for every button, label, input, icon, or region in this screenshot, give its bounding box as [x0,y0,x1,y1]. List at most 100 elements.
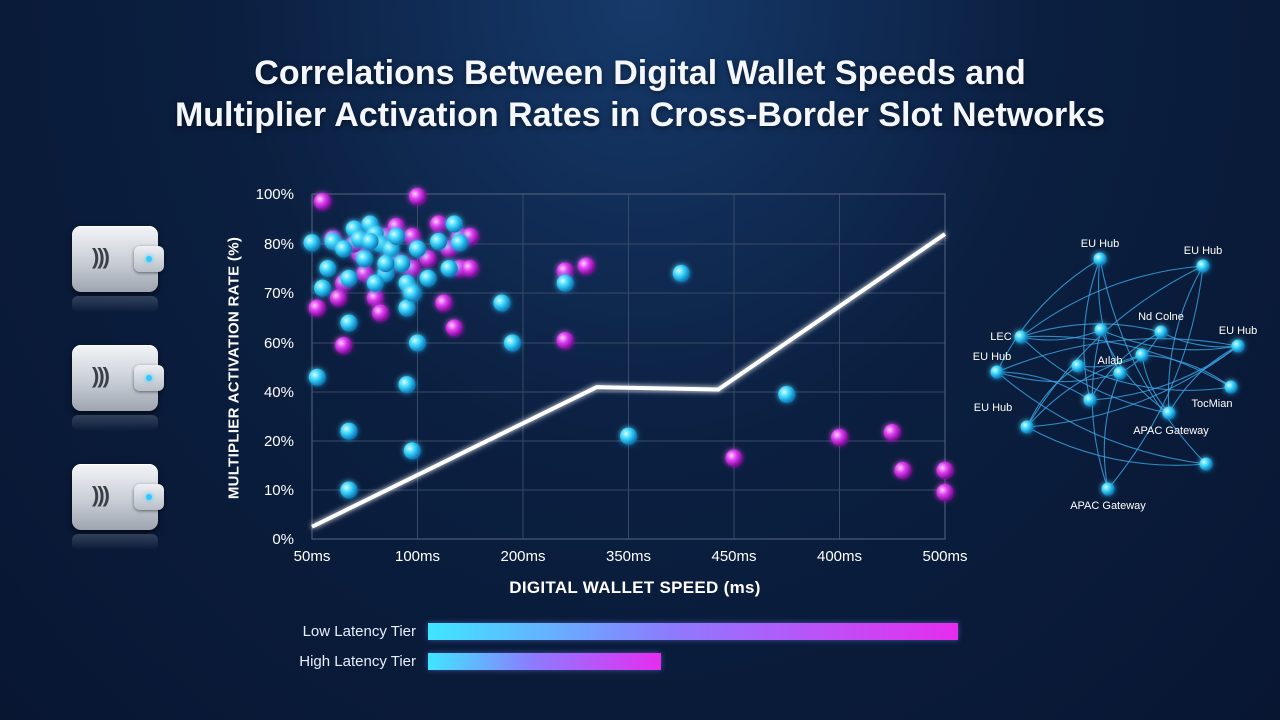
cyan-point [430,233,448,250]
cyan-point [314,279,332,297]
cyan-point [308,368,326,386]
x-tick-label: 350ms [606,548,651,565]
network-edge [1026,265,1204,428]
x-tick-label: 100ms [395,548,440,565]
network-edge [1089,345,1239,401]
x-axis-ticks: 50ms 100ms 200ms 350ms 450ms 400ms 500ms [294,548,968,565]
network-node [1014,330,1028,344]
magenta-point [556,332,574,349]
network-edge [1020,265,1204,338]
y-tick-label: 20% [264,433,294,450]
magenta-point [725,449,743,467]
cyan-point [366,274,384,292]
magenta-point [314,193,332,210]
legend-high-latency-label: High Latency Tier [299,653,416,670]
network-edge [1160,331,1239,348]
cyan-point [503,334,521,352]
x-tick-label: 200ms [500,548,545,565]
magenta-point [445,319,463,337]
y-tick-label: 80% [264,236,294,253]
network-edge [1100,329,1170,414]
cyan-point [556,274,574,292]
network-node [1154,325,1168,339]
network-node [1135,348,1149,362]
network-label: LEC [990,331,1011,343]
plot-frame [311,193,946,540]
chart-title-line2: Multiplier Activation Rates in Cross-Bor… [174,96,1106,134]
cyan-point [393,255,411,273]
cyan-point [403,284,421,302]
cyan-point [340,314,358,332]
network-node [1113,366,1127,380]
y-tick-label: 100% [256,186,294,203]
magenta-point [936,483,954,501]
contactless-wallet-icon: ))) [72,345,164,431]
y-tick-label: 70% [264,285,294,302]
network-edge [1026,345,1239,428]
network-node [990,365,1004,379]
network-label: TocMian [1192,398,1233,410]
network-edge [996,371,1091,401]
y-tick-label: 0% [272,531,294,548]
cyan-point [340,269,358,287]
network-edge [1168,345,1239,414]
network-label: APAC Gateway [1070,500,1146,512]
magenta-point [430,215,448,233]
cyan-point [409,240,426,258]
network-node [1199,457,1213,471]
x-tick-label: 50ms [294,548,331,565]
cyan-point [620,427,637,445]
x-tick-label: 400ms [817,548,862,565]
network-node [1231,339,1245,353]
network-label: APAC Gateway [1133,425,1209,437]
chart-grid [311,193,946,540]
y-tick-label: 60% [264,335,294,352]
network-node [1071,359,1085,373]
network-diagram: EU Hub EU Hub Nd Colne EU Hub LEC EU Hub Aılab… [973,238,1258,512]
x-axis-label: DIGITAL WALLET SPEED (ms) [509,578,761,597]
cyan-point [445,215,463,233]
network-node [1224,380,1238,394]
network-node [1093,252,1107,266]
network-node [1101,482,1115,496]
cyan-point [440,260,458,277]
cyan-point [303,234,321,252]
magenta-point [894,461,912,479]
y-axis-label: MULTIPLIER ACTIVATION RATE (%) [225,236,243,500]
cyan-point [409,334,426,352]
network-node [1083,393,1097,407]
network-label: EU Hub [1184,245,1223,257]
magenta-point [435,294,453,312]
magenta-point [329,289,347,307]
network-edge [1026,426,1207,466]
magenta-point [831,428,848,446]
network-edge [1026,365,1079,428]
magenta-point [556,262,574,280]
x-tick-label: 450ms [711,548,756,565]
network-node [1020,420,1034,434]
cyan-point [778,385,796,403]
x-tick-label: 500ms [922,548,967,565]
magenta-point [883,423,901,441]
network-edge [1020,335,1232,388]
legend-high-latency-bar [428,653,662,670]
cyan-point [419,269,437,287]
network-edge [1097,258,1121,374]
cyan-point [398,299,416,317]
network-edge [1100,329,1239,351]
cyan-point [335,240,353,258]
magenta-point [577,257,595,275]
cyan-point [356,250,374,268]
cyan-point [361,233,379,250]
network-label: EU Hub [1219,325,1258,337]
network-edge [996,258,1101,373]
cyan-point [672,264,690,282]
network-edge [1107,265,1204,490]
network-edge [1020,329,1102,341]
y-axis-ticks: 0% 10% 20% 40% 60% 70% 80% 100% [256,186,294,548]
network-label: Aılab [1097,355,1122,367]
cyan-point [340,481,358,499]
network-label: EU Hub [1081,238,1120,250]
cyan-point [493,294,511,312]
